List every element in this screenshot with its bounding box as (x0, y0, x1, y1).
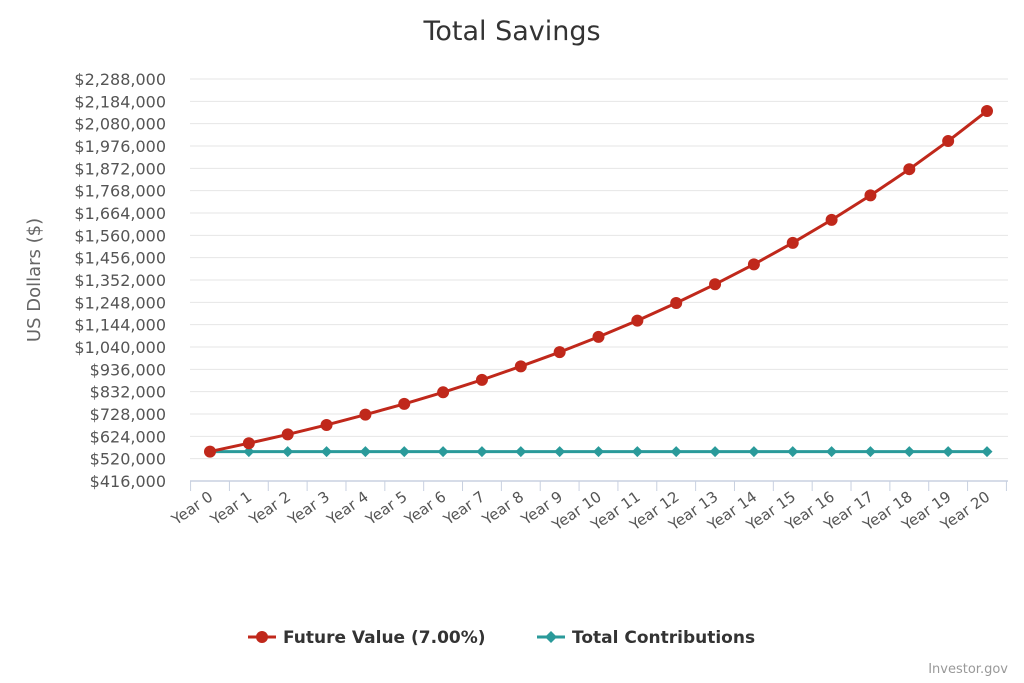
data-point (709, 278, 722, 291)
x-tick-label: Year 3 (284, 488, 333, 530)
gridlines (190, 78, 1008, 460)
data-point (942, 135, 955, 148)
data-point (593, 446, 604, 458)
data-point (747, 258, 760, 271)
data-point (786, 236, 799, 249)
data-point (320, 418, 333, 431)
data-point (787, 446, 799, 458)
data-point (359, 446, 371, 458)
x-tick-label: Year 7 (439, 488, 488, 530)
data-point (670, 296, 683, 309)
series-group (204, 104, 993, 458)
data-point (864, 446, 876, 458)
y-tick-label: $2,080,000 (74, 115, 166, 134)
x-tick-label: Year 5 (362, 488, 411, 530)
y-tick-label: $1,976,000 (74, 137, 166, 156)
data-point (864, 189, 877, 202)
y-tick-label: $2,288,000 (74, 70, 166, 89)
x-tick-label: Year 8 (478, 488, 527, 530)
data-point (321, 446, 333, 458)
data-point (475, 373, 488, 386)
data-point (942, 446, 954, 458)
legend-label: Future Value (7.00%) (283, 628, 486, 648)
data-point (631, 314, 644, 327)
data-point (204, 445, 216, 458)
y-tick-label: $1,456,000 (74, 249, 166, 268)
y-tick-label: $1,872,000 (74, 159, 166, 178)
data-point (825, 213, 838, 226)
data-point (281, 428, 294, 441)
y-tick-label: $2,184,000 (74, 92, 166, 111)
series-line (209, 109, 988, 454)
data-point (398, 397, 411, 410)
data-point (242, 437, 255, 450)
y-tick-label: $1,144,000 (74, 316, 166, 335)
x-tick-label: Year 4 (323, 488, 372, 530)
data-point (748, 446, 760, 458)
data-point (709, 446, 721, 458)
legend-marker (256, 631, 268, 643)
y-tick-label: $416,000 (90, 472, 166, 491)
data-point (592, 330, 605, 343)
data-point (981, 446, 993, 458)
data-point (554, 446, 566, 458)
data-point (398, 446, 410, 458)
data-point (437, 386, 450, 399)
data-point (243, 446, 255, 458)
y-tick-label: $624,000 (90, 427, 166, 446)
data-point (903, 446, 915, 458)
y-tick-label: $1,664,000 (74, 204, 166, 223)
y-tick-label: $520,000 (90, 450, 166, 469)
chart-title: Total Savings (422, 16, 600, 47)
data-point (670, 446, 682, 458)
y-tick-label: $832,000 (90, 383, 166, 402)
data-point (282, 446, 294, 458)
y-axis-label: US Dollars ($) (24, 218, 45, 342)
x-tick-label: Year 6 (401, 488, 450, 530)
y-tick-label: $728,000 (90, 405, 166, 424)
legend-label: Total Contributions (572, 628, 755, 648)
data-point (553, 346, 566, 359)
y-tick-label: $1,560,000 (74, 226, 166, 245)
data-point (903, 163, 916, 176)
legend[interactable]: Future Value (7.00%) Total Contributions (248, 628, 755, 648)
y-tick-label: $936,000 (90, 360, 166, 379)
y-tick-label: $1,352,000 (74, 271, 166, 290)
data-point (515, 446, 527, 458)
data-point (359, 408, 372, 421)
x-tick-label: Year 0 (167, 488, 216, 530)
legend-marker (545, 631, 557, 643)
data-point (631, 446, 643, 458)
data-point (514, 360, 527, 373)
y-axis-ticks: $416,000 $520,000 $624,000 $728,000 $832,000… (74, 70, 166, 491)
y-tick-label: $1,040,000 (74, 338, 166, 357)
data-point (437, 446, 449, 458)
data-point (826, 446, 838, 458)
y-tick-label: $1,768,000 (74, 182, 166, 201)
y-tick-label: $1,248,000 (74, 293, 166, 312)
x-tick-label: Year 2 (245, 488, 294, 530)
credit-text[interactable]: Investor.gov (928, 662, 1008, 677)
x-tick-label: Year 1 (206, 488, 255, 530)
data-point (476, 446, 488, 458)
data-point (981, 104, 993, 117)
